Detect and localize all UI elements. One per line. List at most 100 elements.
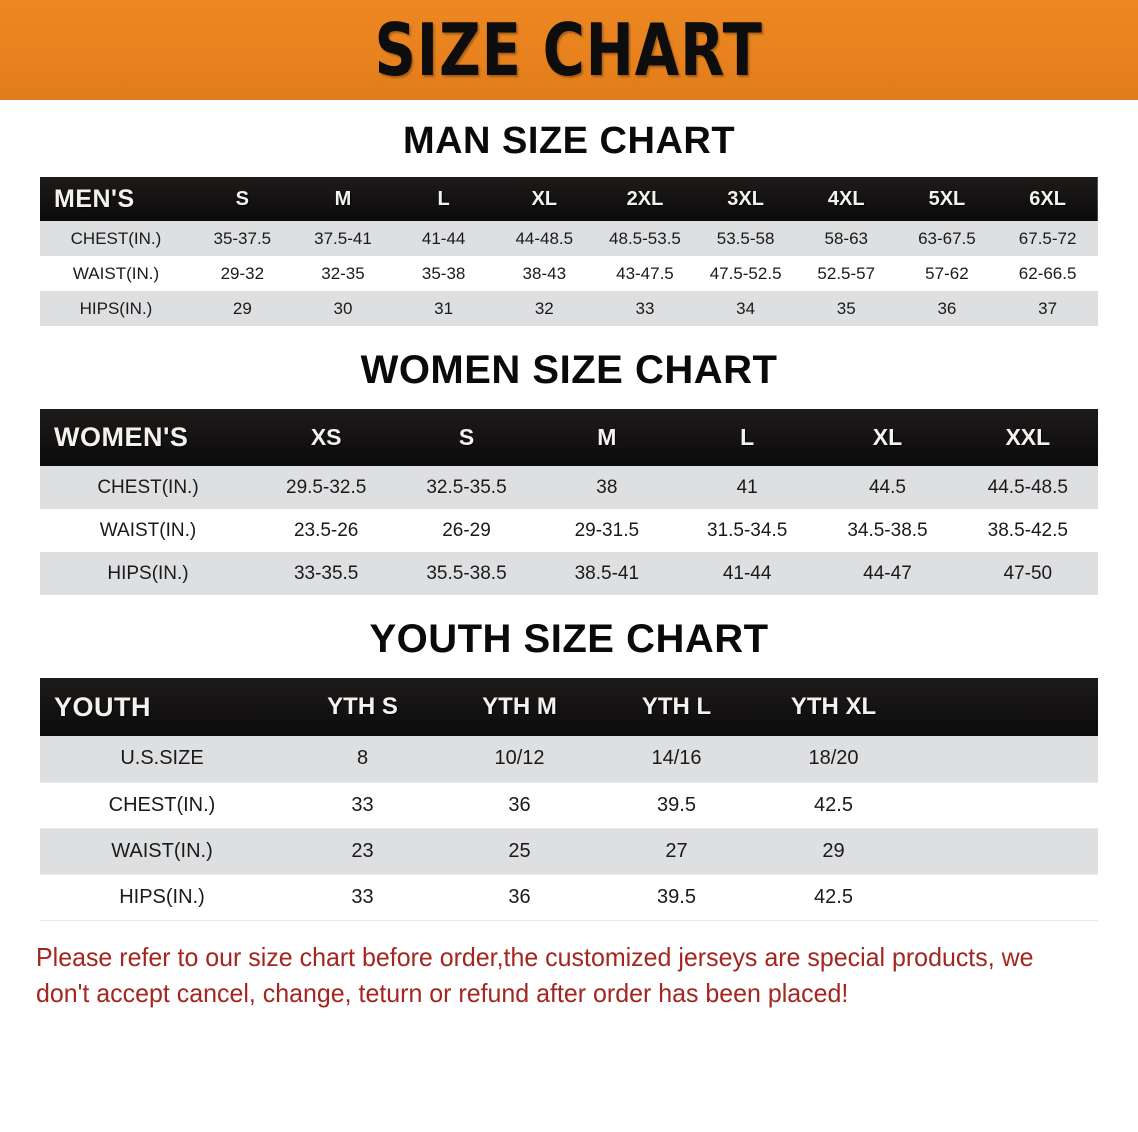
women-table-row: HIPS(IN.) 33-35.5 35.5-38.5 38.5-41 41-44 44-… xyxy=(40,552,1098,595)
man-column-header: 3XL xyxy=(727,187,764,210)
man-measurement-cell: 62-66.5 xyxy=(997,256,1098,291)
man-measurement-cell: 52.5-57 xyxy=(795,256,897,291)
man-column-header: S xyxy=(235,187,249,210)
man-measurement-cell: 29 xyxy=(192,291,293,326)
man-measurement-cell: 48.5-53.5 xyxy=(594,221,696,256)
man-measurement-cell: 35-38 xyxy=(393,256,494,291)
man-table-body: CHEST(IN.) 35-37.5 37.5-41 41-44 44-48.5 48.5… xyxy=(40,221,1098,326)
man-column-header: L xyxy=(437,187,450,210)
man-measurement-cell: 47.5-52.5 xyxy=(695,256,796,291)
youth-measurement-cell-spacer xyxy=(912,873,1098,921)
man-measurement-cell: 37 xyxy=(997,291,1098,326)
women-table-header-row: WOMEN'S XS S M L XL XXL xyxy=(40,409,1098,466)
women-measurement-cell: 31.5-34.5 xyxy=(676,509,818,552)
youth-measurement-cell: 27 xyxy=(598,828,755,874)
man-measurement-cell: 34 xyxy=(695,291,796,326)
man-row-label: CHEST(IN.) xyxy=(40,221,192,256)
youth-table-row: U.S.SIZE 8 10/12 14/16 18/20 xyxy=(40,736,1098,782)
youth-table-corner-label: YOUTH xyxy=(54,691,151,722)
man-column-header: XL xyxy=(531,187,558,210)
youth-measurement-cell: 39.5 xyxy=(598,873,755,921)
man-column-header: 4XL xyxy=(827,187,865,210)
youth-measurement-cell: 25 xyxy=(441,828,598,874)
man-measurement-cell: 36 xyxy=(896,291,998,326)
women-table-head: WOMEN'S XS S M L XL XXL xyxy=(40,409,1098,466)
return-policy-line-1: Please refer to our size chart before or… xyxy=(36,941,995,972)
women-section-title: WOMEN SIZE CHART xyxy=(360,348,778,392)
women-table-corner-label: WOMEN'S xyxy=(54,422,189,452)
man-table-head: MEN'S S M L XL 2XL 3XL 4XL 5XL 6XL xyxy=(40,177,1098,221)
youth-column-header: YTH S xyxy=(327,693,398,720)
man-section-title: MAN SIZE CHART xyxy=(402,120,736,162)
return-policy-note: Please refer to our size chart before or… xyxy=(36,939,1059,1013)
women-table-body: CHEST(IN.) 29.5-32.5 32.5-35.5 38 41 44.5 44.5… xyxy=(40,466,1098,595)
man-column-header: 6XL xyxy=(1029,187,1066,210)
youth-measurement-cell: 39.5 xyxy=(598,781,755,829)
man-size-table: MEN'S S M L XL 2XL 3XL 4XL 5XL 6XL CHEST(IN.) 35-3… xyxy=(40,177,1098,326)
youth-measurement-cell: 29 xyxy=(755,828,912,874)
man-measurement-cell: 38-43 xyxy=(493,256,595,291)
women-column-header: XL xyxy=(872,424,903,450)
man-measurement-cell: 53.5-58 xyxy=(695,221,796,256)
youth-table-head: YOUTH YTH S YTH M YTH L YTH XL xyxy=(40,678,1098,736)
women-row-label: WAIST(IN.) xyxy=(40,509,256,552)
man-measurement-cell: 32 xyxy=(493,291,595,326)
man-measurement-cell: 58-63 xyxy=(795,221,897,256)
women-measurement-cell: 38.5-41 xyxy=(536,552,677,595)
youth-table-row: CHEST(IN.) 33 36 39.5 42.5 xyxy=(40,781,1098,829)
youth-measurement-cell: 10/12 xyxy=(441,736,598,782)
man-column-header: 5XL xyxy=(928,187,966,210)
man-measurement-cell: 31 xyxy=(393,291,494,326)
women-table-row: CHEST(IN.) 29.5-32.5 32.5-35.5 38 41 44.5 44.5… xyxy=(40,466,1098,509)
women-measurement-cell: 32.5-35.5 xyxy=(396,466,537,509)
man-measurement-cell: 37.5-41 xyxy=(292,221,394,256)
man-measurement-cell: 44-48.5 xyxy=(493,221,595,256)
women-measurement-cell: 29.5-32.5 xyxy=(256,466,397,509)
women-measurement-cell: 44.5 xyxy=(817,466,958,509)
youth-row-label: HIPS(IN.) xyxy=(40,873,284,921)
man-table-wrapper: MEN'S S M L XL 2XL 3XL 4XL 5XL 6XL CHEST(IN.) 35-3… xyxy=(0,177,1138,326)
man-row-label: WAIST(IN.) xyxy=(40,256,192,291)
man-table-corner-label: MEN'S xyxy=(54,184,135,213)
youth-table-row: WAIST(IN.) 23 25 27 29 xyxy=(40,828,1098,874)
youth-column-header: YTH L xyxy=(641,693,712,720)
man-measurement-cell: 33 xyxy=(594,291,696,326)
youth-row-label: WAIST(IN.) xyxy=(40,828,284,874)
youth-section-title: YOUTH SIZE CHART xyxy=(369,617,769,661)
women-column-header: XS xyxy=(310,424,342,450)
youth-measurement-cell-spacer xyxy=(912,781,1098,829)
women-measurement-cell: 41-44 xyxy=(676,552,818,595)
man-table-row: WAIST(IN.) 29-32 32-35 35-38 38-43 43-47.5 47.… xyxy=(40,256,1098,291)
youth-column-header-spacer xyxy=(912,678,1098,736)
page-banner: SIZE CHART xyxy=(0,0,1138,100)
man-measurement-cell: 35-37.5 xyxy=(192,221,293,256)
youth-measurement-cell: 42.5 xyxy=(755,781,912,829)
youth-table-header-row: YOUTH YTH S YTH M YTH L YTH XL xyxy=(40,678,1098,736)
youth-size-table: YOUTH YTH S YTH M YTH L YTH XL U.S.SIZE 8 10/1… xyxy=(40,678,1098,921)
man-measurement-cell: 32-35 xyxy=(292,256,394,291)
youth-table-wrapper: YOUTH YTH S YTH M YTH L YTH XL U.S.SIZE 8 10/1… xyxy=(0,678,1138,921)
man-measurement-cell: 29-32 xyxy=(192,256,293,291)
youth-table-row: HIPS(IN.) 33 36 39.5 42.5 xyxy=(40,873,1098,921)
man-row-label: HIPS(IN.) xyxy=(40,291,192,326)
youth-row-label: CHEST(IN.) xyxy=(40,781,284,829)
youth-measurement-cell: 18/20 xyxy=(755,736,912,782)
man-measurement-cell: 41-44 xyxy=(393,221,494,256)
youth-measurement-cell: 23 xyxy=(284,828,441,874)
women-row-label: CHEST(IN.) xyxy=(40,466,256,509)
youth-measurement-cell: 36 xyxy=(441,781,598,829)
women-measurement-cell: 47-50 xyxy=(957,552,1098,595)
women-table-wrapper: WOMEN'S XS S M L XL XXL CHEST(IN.) 29.5-32.5 32.… xyxy=(0,409,1138,595)
youth-measurement-cell-spacer xyxy=(912,736,1098,782)
women-row-label: HIPS(IN.) xyxy=(40,552,256,595)
man-table-header-row: MEN'S S M L XL 2XL 3XL 4XL 5XL 6XL xyxy=(40,177,1098,221)
women-measurement-cell: 35.5-38.5 xyxy=(396,552,537,595)
man-measurement-cell: 57-62 xyxy=(896,256,998,291)
women-measurement-cell: 44-47 xyxy=(817,552,958,595)
man-column-header: M xyxy=(334,187,352,210)
women-column-header: L xyxy=(740,424,755,450)
man-table-row: CHEST(IN.) 35-37.5 37.5-41 41-44 44-48.5 48.5… xyxy=(40,221,1098,256)
youth-measurement-cell-spacer xyxy=(912,828,1098,874)
youth-row-label: U.S.SIZE xyxy=(40,736,284,782)
man-table-row: HIPS(IN.) 29 30 31 32 33 34 35 36 37 xyxy=(40,291,1098,326)
